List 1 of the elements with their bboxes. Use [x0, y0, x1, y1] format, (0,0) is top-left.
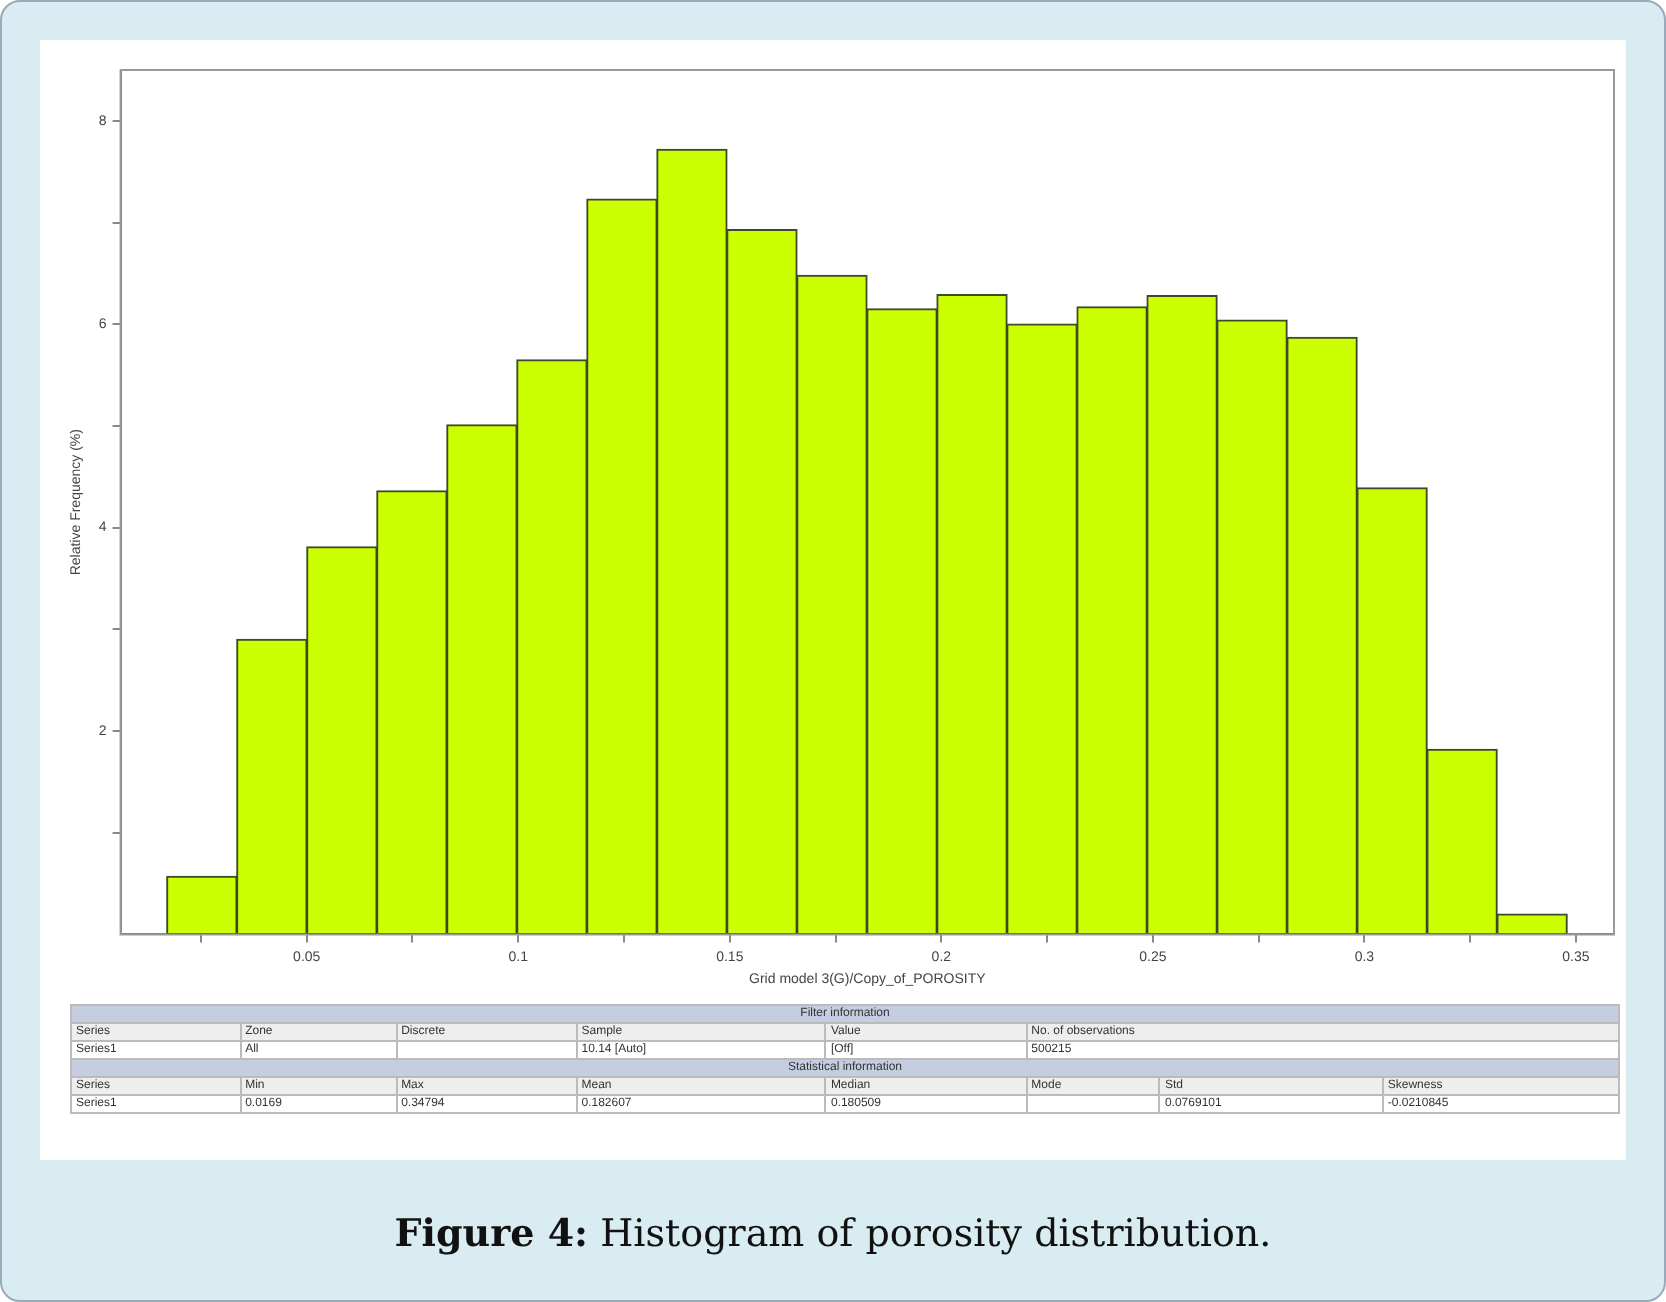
text: Figure 4: Histogram of porosity distribution. — [392, 1212, 1274, 1256]
